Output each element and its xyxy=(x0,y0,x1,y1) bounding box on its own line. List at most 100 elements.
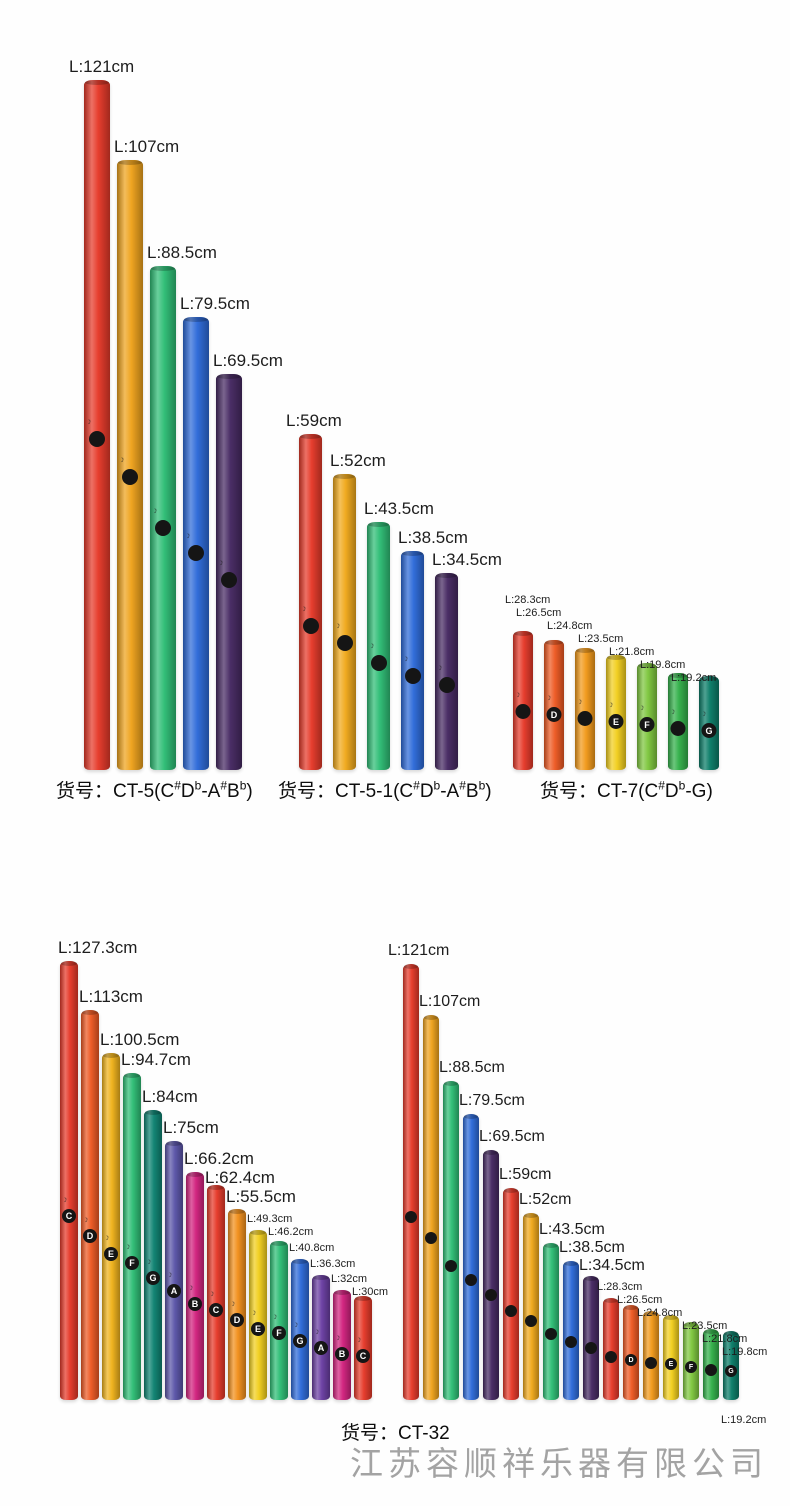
music-note-decor-icon: ♪ xyxy=(300,602,308,614)
caption-text: -A xyxy=(201,781,221,802)
tube-length-label: L:88.5cm xyxy=(439,1059,505,1077)
logo-badge xyxy=(425,1232,437,1244)
tube: B ♪ xyxy=(333,1290,351,1400)
tube: ♪ xyxy=(575,648,595,770)
tube: D ♪ xyxy=(81,1010,99,1400)
note-letter-badge: G xyxy=(725,1365,737,1377)
tube: F ♪ xyxy=(637,663,657,770)
music-note-decor-icon: ♪ xyxy=(184,529,192,541)
logo-badge xyxy=(438,677,455,693)
music-note-decor-icon: ♪ xyxy=(187,1281,195,1293)
caption-text: b xyxy=(239,778,247,793)
tube xyxy=(583,1276,599,1400)
tube-length-label: L:19.8cm xyxy=(640,659,686,672)
tube: F ♪ xyxy=(123,1073,141,1400)
logo-badge xyxy=(221,572,237,588)
caption-ct7: 货号：CT-7(C#Db-G) xyxy=(540,776,713,803)
caption-text: b xyxy=(478,778,486,793)
music-note-decor-icon: ♪ xyxy=(514,688,522,700)
music-note-decor-icon: ♪ xyxy=(208,1287,216,1299)
tube xyxy=(403,964,419,1400)
tube: F ♪ xyxy=(270,1241,288,1400)
caption-text: b xyxy=(678,778,686,793)
tube xyxy=(523,1213,539,1400)
caption-text: b xyxy=(194,778,202,793)
tube: D ♪ xyxy=(228,1209,246,1400)
music-note-decor-icon: ♪ xyxy=(334,1331,342,1343)
music-note-decor-icon: ♪ xyxy=(151,504,159,516)
note-letter-badge: F xyxy=(685,1361,697,1373)
note-letter-badge: G xyxy=(293,1334,307,1348)
tube: G ♪ xyxy=(144,1110,162,1400)
tube-length-label: L:52cm xyxy=(519,1191,572,1209)
tube-length-label: L:24.8cm xyxy=(637,1307,683,1320)
caption-text: 货号：CT-5-1(C xyxy=(278,781,414,802)
tube: ♪ xyxy=(299,434,322,770)
tube: D ♪ xyxy=(544,640,564,770)
tube xyxy=(543,1243,559,1400)
caption-text: -G) xyxy=(685,781,713,802)
tube: ♪ xyxy=(333,474,356,770)
watermark-company-name: 江苏容顺祥乐器有限公司 xyxy=(350,1445,768,1482)
note-letter-badge: B xyxy=(335,1347,349,1361)
note-letter-badge: E xyxy=(104,1247,118,1261)
tube: A ♪ xyxy=(312,1275,330,1400)
tube-length-label: L:88.5cm xyxy=(147,243,217,263)
tube-length-label: L:23.5cm xyxy=(578,633,624,646)
logo-badge xyxy=(405,1211,417,1223)
note-letter-badge: C xyxy=(62,1209,76,1223)
music-note-decor-icon: ♪ xyxy=(85,415,93,427)
logo-badge xyxy=(505,1305,517,1317)
logo-badge xyxy=(515,704,531,719)
tube-length-label: L:32cm xyxy=(331,1273,368,1286)
tube xyxy=(643,1311,659,1400)
caption-ct5-1: 货号：CT-5-1(C#Db-A#Bb) xyxy=(278,776,492,803)
tube: C ♪ xyxy=(60,961,78,1400)
music-note-decor-icon: ♪ xyxy=(334,619,342,631)
note-letter-badge: E xyxy=(608,714,624,729)
tube-length-label: L:100.5cm xyxy=(100,1030,180,1050)
caption-text: # xyxy=(658,778,665,793)
music-note-decor-icon: ♪ xyxy=(355,1333,363,1345)
music-note-decor-icon: ♪ xyxy=(271,1310,279,1322)
tube-length-label: L:62.4cm xyxy=(205,1168,275,1188)
tube: ♪ xyxy=(150,266,176,770)
note-letter-badge: D xyxy=(625,1354,637,1366)
music-note-decor-icon: ♪ xyxy=(576,695,584,707)
tube-length-label: L:69.5cm xyxy=(213,351,283,371)
note-letter-badge: F xyxy=(125,1256,139,1270)
tube-length-label: L:121cm xyxy=(388,942,450,960)
logo-badge xyxy=(89,431,105,447)
note-letter-badge: D xyxy=(230,1313,244,1327)
music-note-decor-icon: ♪ xyxy=(368,639,376,651)
logo-badge xyxy=(122,469,138,485)
music-note-decor-icon: ♪ xyxy=(118,453,126,465)
tube xyxy=(503,1188,519,1400)
logo-badge xyxy=(705,1364,717,1376)
tube: ♪ xyxy=(117,160,143,770)
note-letter-badge: D xyxy=(546,707,562,722)
tube-length-label: L:38.5cm xyxy=(559,1239,625,1257)
caption-text: ) xyxy=(246,781,253,802)
note-letter-badge: G xyxy=(146,1271,160,1285)
logo-badge xyxy=(525,1315,537,1327)
tube-length-label: L:79.5cm xyxy=(180,294,250,314)
tube-length-label: L:28.3cm xyxy=(505,594,551,607)
tube-length-label: L:79.5cm xyxy=(459,1092,525,1110)
tube-length-label: L:34.5cm xyxy=(579,1257,645,1275)
logo-badge xyxy=(336,635,353,651)
tube xyxy=(423,1015,439,1400)
tube: E ♪ xyxy=(606,655,626,770)
tube-length-label: L:69.5cm xyxy=(479,1128,545,1146)
tube-length-label: L:21.8cm xyxy=(609,646,655,659)
tube: E ♪ xyxy=(102,1053,120,1400)
tube-length-label: L:21.8cm xyxy=(702,1333,748,1346)
tube-length-label: L:26.5cm xyxy=(617,1294,663,1307)
music-note-decor-icon: ♪ xyxy=(313,1325,321,1337)
caption-text: 货号：CT-32 xyxy=(341,1423,450,1444)
logo-badge xyxy=(445,1260,457,1272)
tube xyxy=(463,1114,479,1400)
music-note-decor-icon: ♪ xyxy=(700,707,708,719)
note-letter-badge: A xyxy=(167,1284,181,1298)
